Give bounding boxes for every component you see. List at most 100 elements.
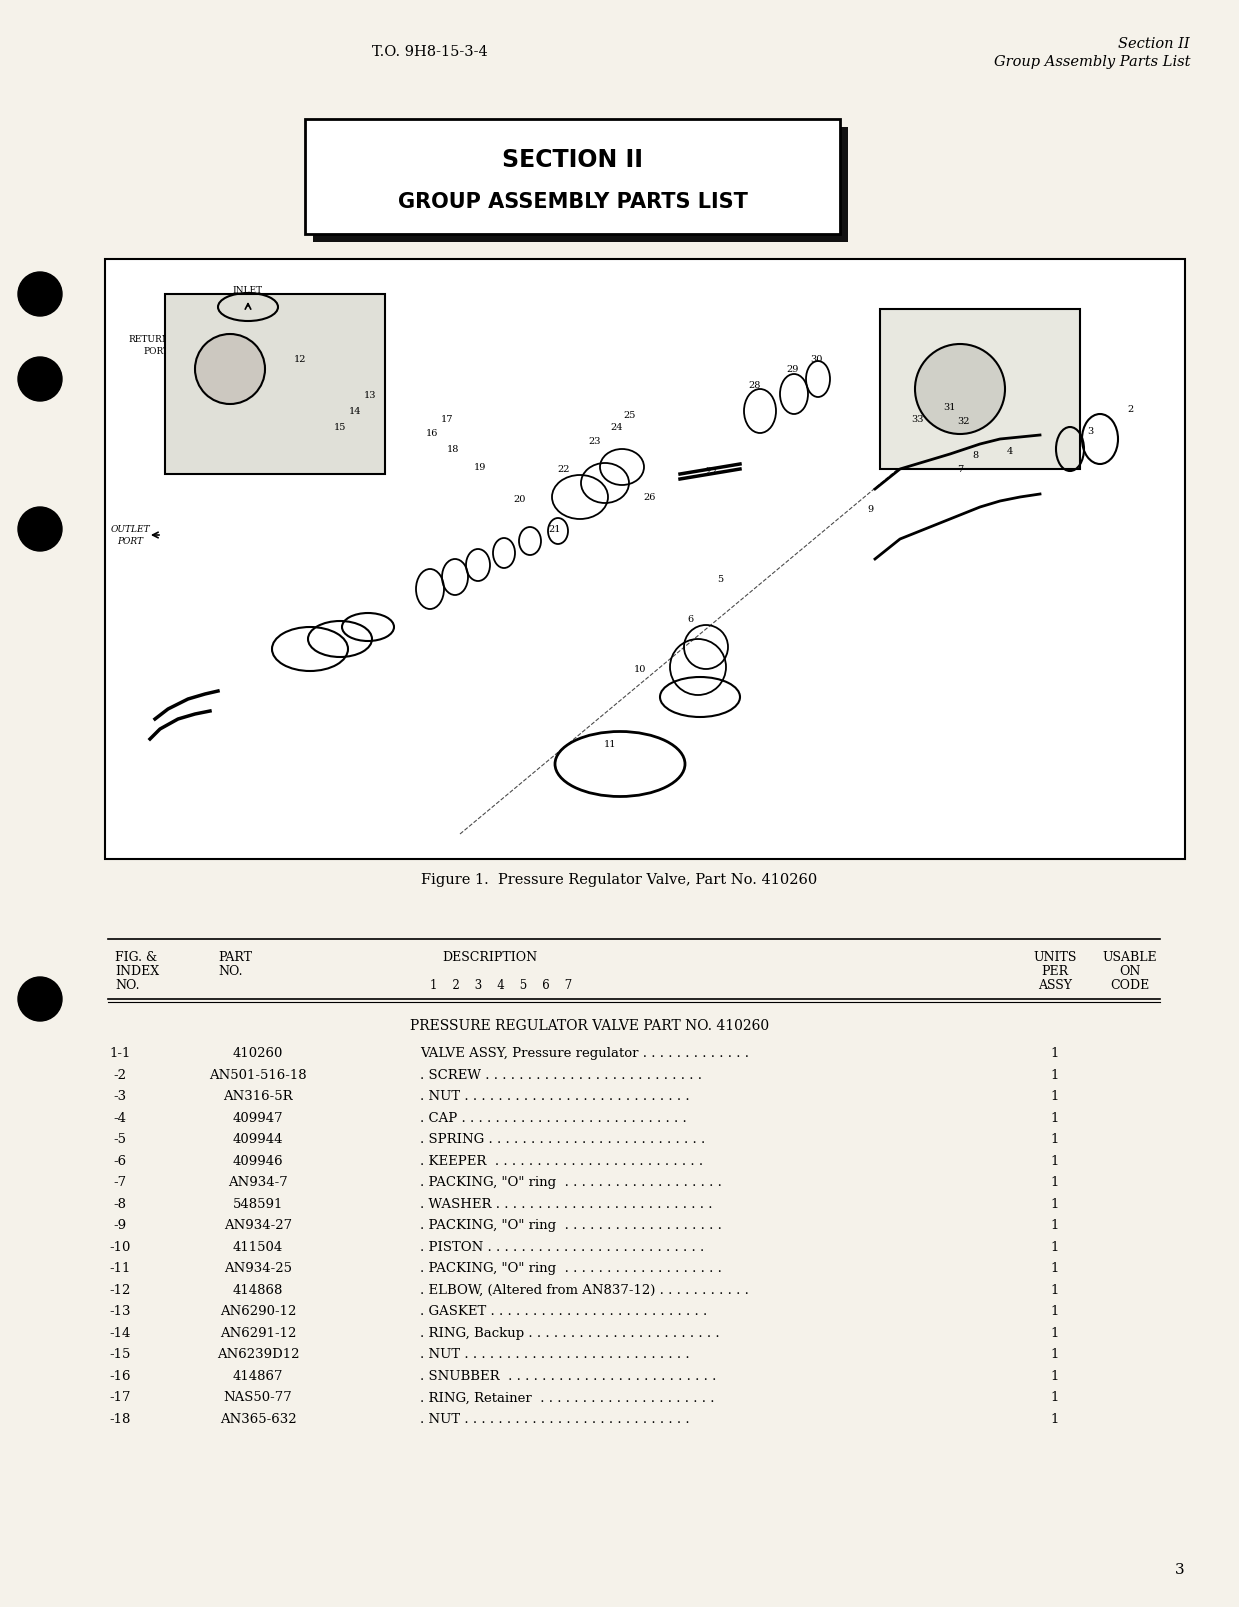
Text: -5: -5 [114, 1133, 126, 1146]
Text: . GASKET . . . . . . . . . . . . . . . . . . . . . . . . . .: . GASKET . . . . . . . . . . . . . . . .… [420, 1305, 707, 1318]
Text: SECTION II: SECTION II [502, 148, 643, 172]
Text: 1-1: 1-1 [109, 1046, 130, 1061]
Ellipse shape [195, 334, 265, 405]
Text: T.O. 9H8-15-3-4: T.O. 9H8-15-3-4 [372, 45, 488, 59]
Text: -10: -10 [109, 1241, 130, 1253]
Text: -16: -16 [109, 1369, 131, 1382]
Text: -13: -13 [109, 1305, 131, 1318]
Text: 13: 13 [364, 391, 377, 399]
Text: 32: 32 [957, 418, 969, 426]
Text: -14: -14 [109, 1326, 130, 1339]
Text: ASSY: ASSY [1038, 979, 1072, 992]
Text: 24: 24 [611, 423, 623, 432]
Text: 409944: 409944 [233, 1133, 284, 1146]
Circle shape [19, 977, 62, 1022]
Text: 414867: 414867 [233, 1369, 284, 1382]
Text: AN6291-12: AN6291-12 [219, 1326, 296, 1339]
Text: -3: -3 [114, 1090, 126, 1102]
Text: UNITS: UNITS [1033, 951, 1077, 964]
Text: . KEEPER  . . . . . . . . . . . . . . . . . . . . . . . . .: . KEEPER . . . . . . . . . . . . . . . .… [420, 1154, 703, 1167]
Text: . SNUBBER  . . . . . . . . . . . . . . . . . . . . . . . . .: . SNUBBER . . . . . . . . . . . . . . . … [420, 1369, 716, 1382]
Text: . ELBOW, (Altered from AN837-12) . . . . . . . . . . .: . ELBOW, (Altered from AN837-12) . . . .… [420, 1284, 748, 1297]
Text: AN6239D12: AN6239D12 [217, 1348, 300, 1361]
Text: CODE: CODE [1110, 979, 1150, 992]
Text: -18: -18 [109, 1413, 130, 1425]
Text: Group Assembly Parts List: Group Assembly Parts List [994, 55, 1189, 69]
Text: 10: 10 [634, 665, 647, 673]
Text: 28: 28 [748, 381, 761, 389]
Text: . PACKING, "O" ring  . . . . . . . . . . . . . . . . . . .: . PACKING, "O" ring . . . . . . . . . . … [420, 1261, 722, 1274]
Text: 19: 19 [473, 463, 486, 472]
Text: AN934-27: AN934-27 [224, 1218, 292, 1231]
Text: 33: 33 [912, 415, 924, 424]
Text: 548591: 548591 [233, 1197, 284, 1210]
Text: -11: -11 [109, 1261, 130, 1274]
Text: NO.: NO. [218, 964, 243, 979]
Text: 1: 1 [1051, 1069, 1059, 1082]
Text: 1: 1 [1051, 1348, 1059, 1361]
Text: Figure 1.  Pressure Regulator Valve, Part No. 410260: Figure 1. Pressure Regulator Valve, Part… [421, 873, 818, 887]
Circle shape [19, 273, 62, 317]
Text: 27: 27 [706, 468, 719, 476]
Text: -17: -17 [109, 1390, 131, 1403]
Text: GROUP ASSEMBLY PARTS LIST: GROUP ASSEMBLY PARTS LIST [398, 191, 747, 212]
Text: 11: 11 [603, 741, 616, 749]
Text: -7: -7 [114, 1176, 126, 1189]
Text: . SCREW . . . . . . . . . . . . . . . . . . . . . . . . . .: . SCREW . . . . . . . . . . . . . . . . … [420, 1069, 703, 1082]
Text: 15: 15 [333, 423, 346, 431]
Text: 6: 6 [686, 615, 693, 624]
Text: . RING, Retainer  . . . . . . . . . . . . . . . . . . . . .: . RING, Retainer . . . . . . . . . . . .… [420, 1390, 715, 1403]
Text: 5: 5 [717, 575, 724, 583]
Text: AN934-7: AN934-7 [228, 1176, 287, 1189]
Text: 23: 23 [589, 437, 601, 447]
Text: 1: 1 [223, 453, 229, 463]
Text: 1: 1 [1051, 1112, 1059, 1125]
Text: DESCRIPTION: DESCRIPTION [442, 951, 538, 964]
Text: 25: 25 [623, 410, 636, 419]
Text: -6: -6 [114, 1154, 126, 1167]
Text: VALVE ASSY, Pressure regulator . . . . . . . . . . . . .: VALVE ASSY, Pressure regulator . . . . .… [420, 1046, 750, 1061]
Text: 8: 8 [971, 450, 978, 460]
Text: . RING, Backup . . . . . . . . . . . . . . . . . . . . . . .: . RING, Backup . . . . . . . . . . . . .… [420, 1326, 720, 1339]
Text: AN6290-12: AN6290-12 [219, 1305, 296, 1318]
Text: 7: 7 [957, 464, 963, 474]
Text: . NUT . . . . . . . . . . . . . . . . . . . . . . . . . . .: . NUT . . . . . . . . . . . . . . . . . … [420, 1413, 690, 1425]
Ellipse shape [914, 346, 1005, 435]
Text: 1: 1 [1051, 1326, 1059, 1339]
Text: 3: 3 [1087, 427, 1093, 435]
Text: 1: 1 [1051, 1154, 1059, 1167]
Text: 26: 26 [644, 493, 657, 501]
Text: 1: 1 [1051, 1369, 1059, 1382]
Text: 29: 29 [787, 365, 799, 374]
Text: -12: -12 [109, 1284, 130, 1297]
Circle shape [19, 358, 62, 402]
Text: NAS50-77: NAS50-77 [223, 1390, 292, 1403]
Bar [305, 121, 840, 235]
Text: ON: ON [1119, 964, 1141, 979]
Text: 14: 14 [348, 407, 362, 416]
Text: 31: 31 [944, 403, 957, 413]
Text: 1: 1 [1051, 1090, 1059, 1102]
Circle shape [19, 508, 62, 551]
Text: PORT: PORT [116, 537, 142, 546]
Text: 410260: 410260 [233, 1046, 284, 1061]
Text: 414868: 414868 [233, 1284, 284, 1297]
Text: OUTLET: OUTLET [110, 525, 150, 534]
Text: -2: -2 [114, 1069, 126, 1082]
Text: RETURN: RETURN [129, 336, 170, 344]
Text: 4: 4 [1007, 447, 1014, 456]
Text: -4: -4 [114, 1112, 126, 1125]
Text: PORT: PORT [144, 347, 170, 357]
Text: . PACKING, "O" ring  . . . . . . . . . . . . . . . . . . .: . PACKING, "O" ring . . . . . . . . . . … [420, 1218, 722, 1231]
Text: . NUT . . . . . . . . . . . . . . . . . . . . . . . . . . .: . NUT . . . . . . . . . . . . . . . . . … [420, 1090, 690, 1102]
Text: 12: 12 [294, 355, 306, 365]
Text: 30: 30 [810, 355, 823, 365]
Text: 21: 21 [549, 525, 561, 534]
Text: AN365-632: AN365-632 [219, 1413, 296, 1425]
Text: -15: -15 [109, 1348, 130, 1361]
Text: AN316-5R: AN316-5R [223, 1090, 292, 1102]
Text: 1    2    3    4    5    6    7: 1 2 3 4 5 6 7 [430, 979, 572, 992]
Bar [880, 310, 1080, 469]
Text: PER: PER [1042, 964, 1068, 979]
Bar [313, 129, 847, 243]
